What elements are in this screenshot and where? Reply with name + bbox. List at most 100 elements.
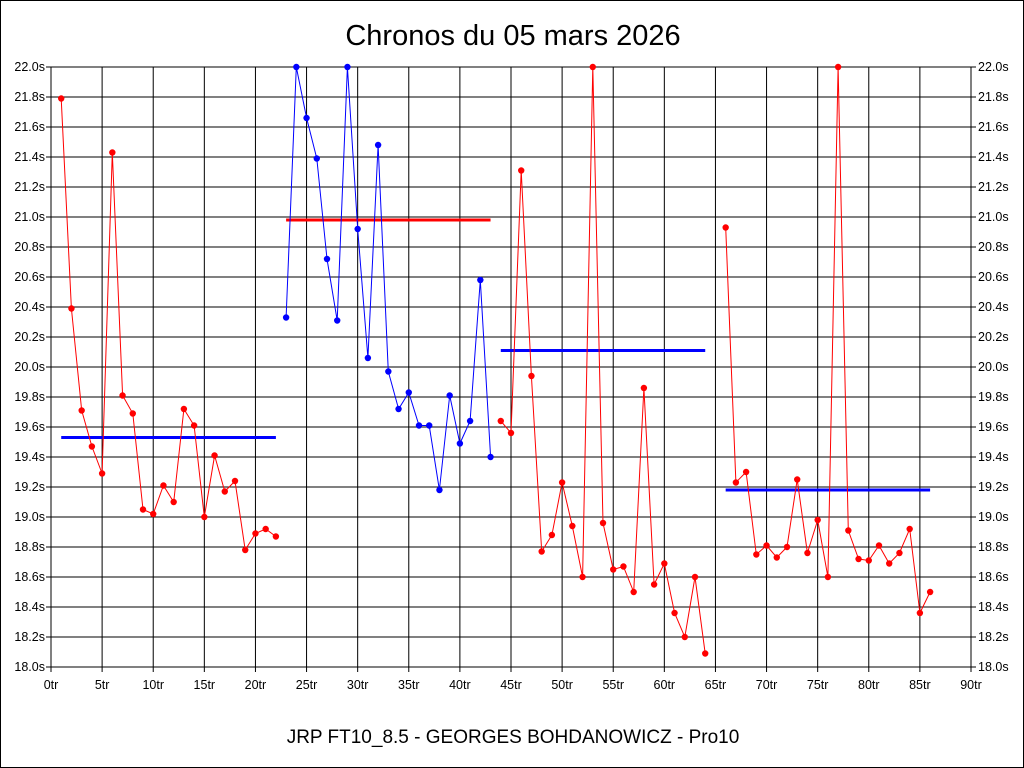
data-point-red (742, 468, 750, 476)
y-tick-label-right: 20.6s (978, 270, 1009, 284)
data-point-red (78, 407, 85, 414)
x-tick-label: 85tr (909, 678, 931, 692)
data-point-blue (466, 417, 474, 425)
data-point-red (630, 588, 637, 596)
data-point-red (753, 551, 760, 558)
y-tick-label-left: 20.0s (14, 360, 45, 374)
data-point-red (671, 609, 678, 617)
data-point-red (916, 609, 924, 617)
y-tick-label-left: 19.0s (14, 510, 45, 524)
data-point-red (262, 525, 269, 533)
data-point-blue (405, 389, 412, 396)
y-tick-label-left: 18.0s (14, 660, 45, 674)
data-point-red (150, 510, 157, 518)
y-tick-label-right: 18.2s (978, 630, 1009, 644)
y-tick-label-left: 20.8s (14, 240, 45, 254)
data-point-red (272, 533, 280, 540)
data-point-blue (415, 422, 423, 429)
y-tick-label-left: 19.4s (14, 450, 45, 464)
data-point-blue (374, 141, 382, 149)
y-tick-label-left: 22.0s (14, 60, 45, 74)
chart-footer: JRP FT10_8.5 - GEORGES BOHDANOWICZ - Pro… (287, 727, 740, 748)
y-tick-label-right: 20.4s (978, 300, 1009, 314)
data-point-red (58, 95, 65, 102)
y-tick-label-right: 19.2s (978, 480, 1009, 494)
x-tick-label: 30tr (347, 678, 369, 692)
y-tick-label-right: 18.0s (978, 660, 1009, 674)
data-point-red (814, 516, 821, 524)
x-tick-label: 35tr (398, 678, 420, 692)
data-point-red (794, 476, 801, 483)
data-point-red (691, 573, 699, 581)
data-point-red (252, 530, 259, 537)
x-tick-label: 0tr (44, 678, 59, 692)
data-point-red (518, 167, 525, 174)
data-point-red (221, 488, 228, 495)
data-point-red (650, 581, 658, 588)
data-point-blue (385, 368, 392, 375)
data-point-red (180, 405, 188, 413)
x-tick-label: 25tr (296, 678, 318, 692)
data-point-blue (354, 225, 361, 233)
series-lines (58, 63, 934, 657)
data-point-red (886, 560, 893, 567)
data-point-blue (293, 63, 300, 71)
y-tick-label-left: 20.2s (14, 330, 45, 344)
x-tick-label: 55tr (602, 678, 624, 692)
data-point-red (98, 470, 106, 477)
data-point-red (88, 443, 96, 450)
y-tick-label-right: 19.0s (978, 510, 1009, 524)
data-point-red (732, 479, 740, 486)
x-tick-label: 75tr (807, 678, 829, 692)
tick-labels: 18.0s 18.0s 18.2s 18.2s 18.4s 18.4s 18.6s 18.6s… (14, 60, 1008, 692)
series-line-red (500, 66, 706, 654)
data-point-red (926, 588, 934, 596)
y-tick-label-left: 18.4s (14, 600, 45, 614)
data-point-red (139, 506, 147, 513)
data-point-red (865, 557, 872, 564)
data-point-red (855, 555, 862, 563)
data-point-red (160, 482, 167, 489)
y-tick-label-left: 19.2s (14, 480, 45, 494)
y-tick-label-right: 21.8s (978, 90, 1009, 104)
y-tick-label-left: 21.4s (14, 150, 45, 164)
data-point-blue (282, 314, 290, 321)
data-point-red (170, 498, 177, 506)
y-tick-label-left: 21.8s (14, 90, 45, 104)
data-point-red (569, 522, 576, 530)
data-point-red (579, 573, 586, 581)
data-point-red (896, 549, 903, 557)
y-tick-label-right: 21.0s (978, 210, 1009, 224)
data-point-red (109, 149, 116, 156)
series-line-red (725, 66, 931, 615)
y-tick-label-right: 19.8s (978, 390, 1009, 404)
y-tick-label-left: 21.0s (14, 210, 45, 224)
data-point-red (507, 429, 515, 437)
y-tick-label-left: 18.8s (14, 540, 45, 554)
data-point-red (702, 650, 709, 657)
data-point-red (119, 392, 126, 399)
data-point-red (722, 224, 729, 231)
y-tick-label-right: 22.0s (978, 60, 1009, 74)
average-lines (61, 218, 931, 492)
x-tick-label: 5tr (95, 678, 110, 692)
y-tick-label-left: 19.8s (14, 390, 45, 404)
y-tick-label-right: 19.6s (978, 420, 1009, 434)
y-tick-label-left: 20.4s (14, 300, 45, 314)
data-point-red (875, 542, 883, 549)
series-line-red (60, 98, 277, 552)
x-tick-label: 80tr (858, 678, 880, 692)
data-point-blue (344, 63, 351, 71)
y-tick-label-right: 19.4s (978, 450, 1009, 464)
chart-title: Chronos du 05 mars 2026 (345, 20, 680, 52)
data-point-blue (395, 405, 402, 413)
data-point-red (211, 452, 218, 459)
data-point-red (661, 560, 668, 567)
y-tick-label-right: 20.8s (978, 240, 1009, 254)
data-point-red (538, 548, 545, 555)
x-tick-label: 50tr (551, 678, 573, 692)
data-point-blue (334, 317, 341, 324)
y-tick-label-left: 19.6s (14, 420, 45, 434)
